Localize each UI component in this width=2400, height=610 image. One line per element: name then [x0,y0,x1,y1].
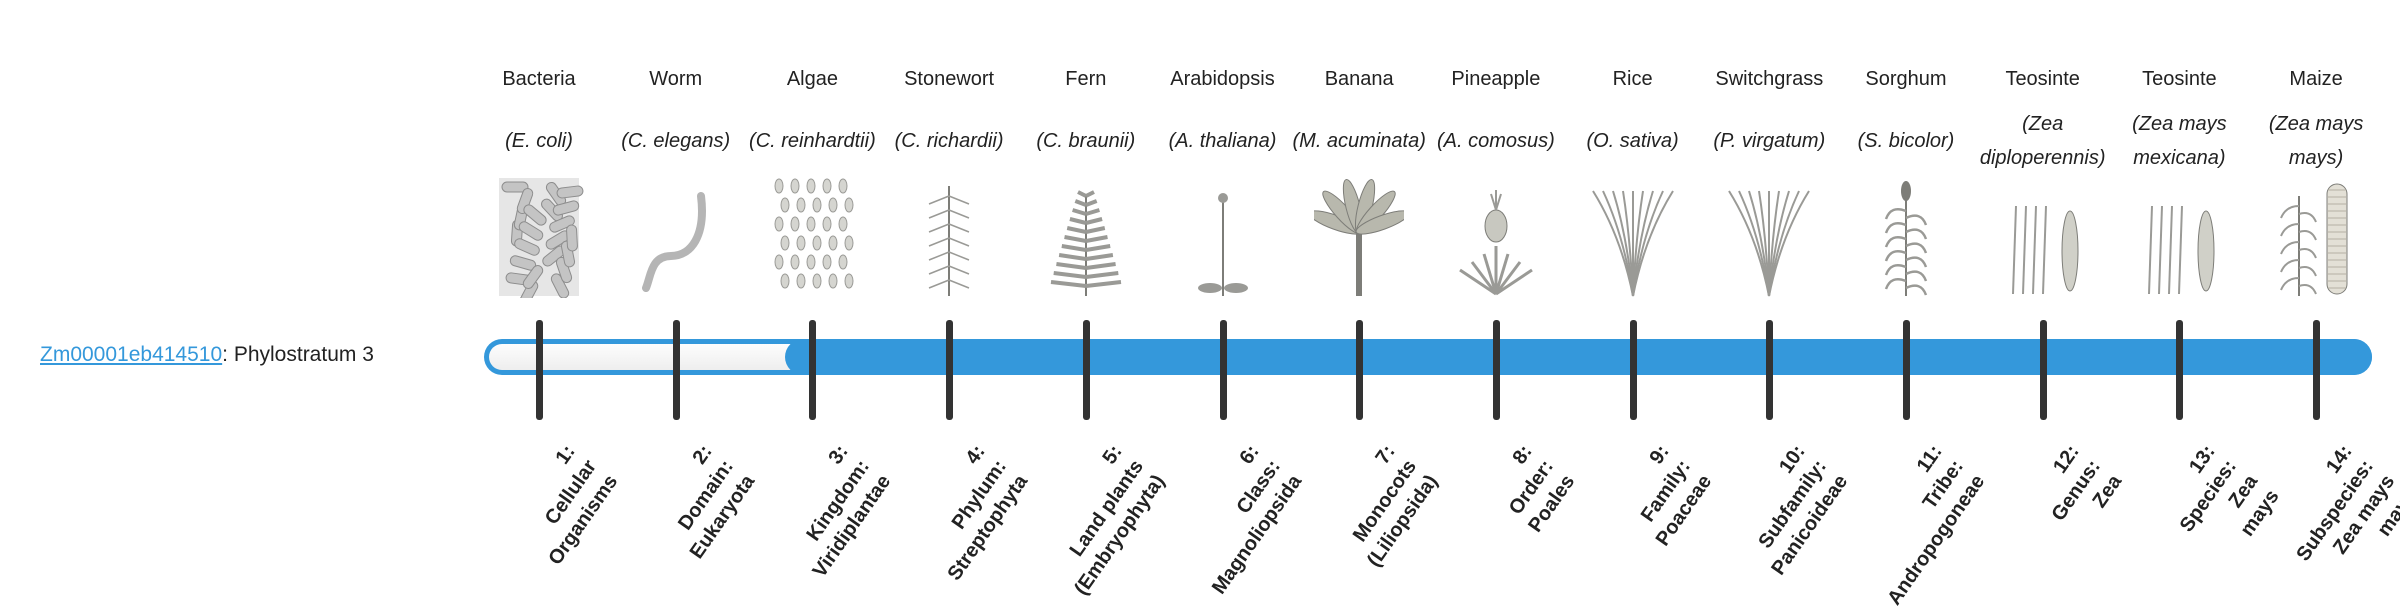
organism-scientific-name: (Zea mays mays) [2246,106,2386,176]
stratum-tick [1492,320,1500,420]
banana-illustration-icon [1308,176,1410,298]
organism-common-name: Fern [1065,68,1107,90]
scientific-name-text: (C. elegans) [621,130,731,152]
stratum-tick [1219,320,1227,420]
organism-common-name: Sorghum [1865,68,1947,90]
worm-illustration-icon [631,176,721,298]
pineapple-illustration-icon [1451,176,1541,298]
organism-scientific-name: (C. richardii) [879,106,1019,176]
grass-illustration-icon [1724,176,1814,298]
organism-scientific-name: (A. comosus) [1426,106,1566,176]
scientific-name-text: (C. braunii) [1036,130,1136,152]
gene-link[interactable]: Zm00001eb414510 [40,343,223,366]
stratum-tick [1903,320,1910,420]
maize-illustration-icon [2271,176,2361,298]
arabidopsis-illustration-icon [1178,176,1268,298]
sorghum-illustration-icon [1861,176,1951,298]
organism-common-name: Maize [2289,68,2343,90]
stratum-label: 3: Kingdom: Viridiplantae [765,440,898,583]
organism-scientific-name: (S. bicolor) [1836,106,1976,176]
organism-common-name: Teosinte [2142,68,2217,90]
stratum-tick [1356,320,1364,420]
stratum-label: 1: Cellular Organisms [500,440,624,570]
stratum-label: 9: Family: Poaceae [1607,440,1717,551]
organism-scientific-name: (C. elegans) [606,106,746,176]
stratum-tick [536,320,543,420]
stratum-label: 7: Monocots (Liliopsida) [1319,440,1444,572]
stratum-tick [2313,320,2321,420]
organism-scientific-name: (C. braunii) [1016,106,1156,176]
scientific-name-text: (Zea mays mexicana) [2132,113,2227,169]
stratum-tick [1082,320,1090,420]
stratum-tick [1629,320,1637,420]
scientific-name-text: (C. richardii) [894,130,1004,152]
organism-scientific-name: (M. acuminata) [1289,106,1429,176]
stratum-label: 10: Subfamily: Panicoideae [1723,440,1854,580]
organism-common-name: Switchgrass [1715,68,1824,90]
stratum-tick [672,320,680,420]
organism-common-name: Algae [786,68,838,90]
organism-scientific-name: (Zea diploperennis) [1973,106,2113,176]
scientific-name-text: (E. coli) [505,130,573,152]
stratum-label: 8: Order: Poales [1480,440,1581,538]
scientific-name-text: (C. reinhardtii) [749,130,876,152]
stonewort-illustration-icon [904,176,994,298]
stratum-tick [809,320,817,420]
stratum-label: 2: Domain: Eukaryota [641,440,760,564]
bacteria-illustration-icon [494,176,584,306]
organism-common-name: Banana [1324,68,1394,90]
grass-illustration-icon [1588,176,1678,298]
teosinte-illustration-icon [2134,176,2224,298]
phylostratum-text: : Phylostratum 3 [222,343,374,366]
organism-common-name: Rice [1612,68,1653,90]
organism-scientific-name: (C. reinhardtii) [742,106,882,176]
stratum-tick [946,320,954,420]
stratum-tick [2176,320,2184,420]
scientific-name-text: (A. thaliana) [1168,130,1277,152]
organism-scientific-name: (A. thaliana) [1153,106,1293,176]
organism-scientific-name: (P. virgatum) [1699,106,1839,176]
bar-fill [785,339,2372,375]
stratum-label: 5: Land plants (Embryophyta) [1026,440,1171,600]
scientific-name-text: (P. virgatum) [1713,130,1826,152]
scientific-name-text: (M. acuminata) [1292,130,1426,152]
scientific-name-text: (Zea mays mays) [2268,113,2364,169]
algae-illustration-icon [767,176,857,298]
stratum-tick [2039,320,2047,420]
organism-scientific-name: (E. coli) [469,106,609,176]
scientific-name-text: (Zea diploperennis) [1979,113,2106,169]
teosinte-illustration-icon [1998,176,2088,298]
organism-common-name: Pineapple [1451,68,1541,90]
scientific-name-text: (A. comosus) [1436,130,1555,152]
scientific-name-text: (S. bicolor) [1857,130,1955,152]
fern-illustration-icon [1041,176,1131,298]
stratum-label: 4: Phylum: Streptophyta [899,440,1034,586]
stratum-label: 14: Subspecies: Zea mays mays [2270,440,2400,596]
stratum-label: 11: Tribe: Andropogoneae [1839,440,1991,610]
organism-common-name: Stonewort [904,68,995,90]
phylostratum-bar [484,339,2372,375]
organism-scientific-name: (O. sativa) [1563,106,1703,176]
organism-common-name: Bacteria [502,68,576,90]
organism-common-name: Arabidopsis [1170,68,1275,90]
organism-scientific-name: (Zea mays mexicana) [2109,106,2249,176]
stratum-label: 6: Class: Magnoliopsida [1163,440,1307,599]
organism-common-name: Worm [649,68,703,90]
gene-phylostratum-label: Zm00001eb414510: Phylostratum 3 [40,343,374,367]
scientific-name-text: (O. sativa) [1586,130,1679,152]
stratum-tick [1766,320,1774,420]
stratum-label: 12: Genus: Zea [2024,440,2127,541]
organism-common-name: Teosinte [2005,68,2080,90]
stratum-label: 13: Species: Zea mays [2153,440,2285,567]
